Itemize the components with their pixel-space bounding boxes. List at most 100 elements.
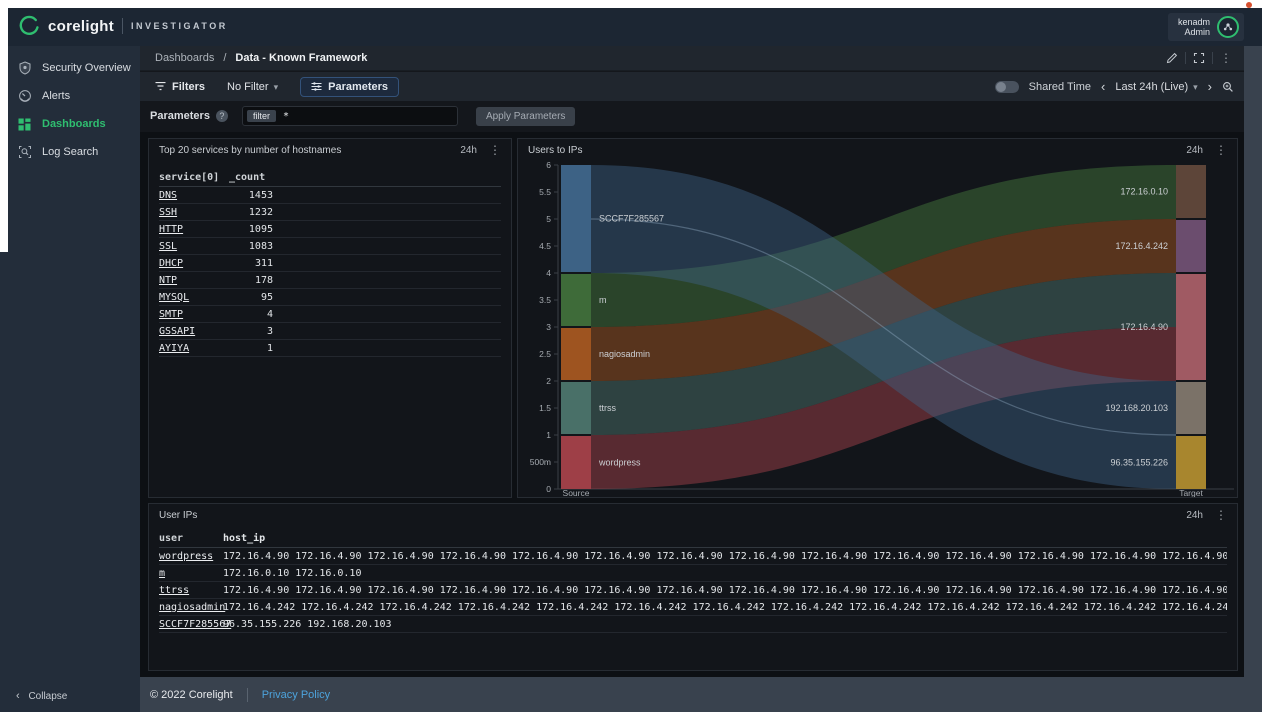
time-back-chevron[interactable]: ‹ bbox=[1101, 79, 1106, 94]
panel-title: Top 20 services by number of hostnames bbox=[159, 144, 342, 156]
user-link[interactable]: SCCF7F285567 bbox=[159, 618, 232, 630]
sidebar-item-security-overview[interactable]: Security Overview bbox=[0, 54, 140, 82]
sankey-link-SCCF7F285567-96.35.155.226[interactable] bbox=[591, 219, 1176, 489]
user-menu[interactable]: kenadm Admin bbox=[1167, 13, 1244, 41]
user-link[interactable]: ttrss bbox=[159, 584, 190, 596]
service-link[interactable]: SSH bbox=[159, 206, 178, 218]
panel-users-to-ips: Users to IPs 24h ⋮ 0 500m 1 1.5 2 2.5 3 3.5 4 4.5… bbox=[517, 138, 1238, 498]
host-ip-list: 172.16.4.242 172.16.4.242 172.16.4.242 1… bbox=[223, 601, 1227, 613]
help-icon[interactable]: ? bbox=[215, 110, 228, 122]
service-link[interactable]: MYSQL bbox=[159, 291, 190, 303]
y-tick-label: 6 bbox=[546, 160, 551, 170]
sidebar-item-dashboards[interactable]: Dashboards bbox=[0, 110, 140, 138]
parameter-input[interactable]: filter * bbox=[241, 106, 458, 126]
service-link[interactable]: HTTP bbox=[159, 223, 184, 235]
kebab-menu-icon[interactable]: ⋮ bbox=[1215, 143, 1227, 157]
top-bar: corelight INVESTIGATOR kenadm Admin bbox=[0, 8, 1262, 46]
shared-time-toggle[interactable] bbox=[994, 80, 1019, 93]
sankey-node-SCCF7F285567[interactable] bbox=[561, 165, 591, 272]
sankey-node-label: 172.16.4.242 bbox=[1115, 241, 1168, 251]
service-count: 95 bbox=[260, 291, 273, 303]
service-link[interactable]: DNS bbox=[159, 189, 178, 201]
corelight-logo[interactable]: corelight INVESTIGATOR bbox=[18, 15, 228, 37]
filter-select[interactable]: No Filter ▾ bbox=[227, 80, 279, 93]
user-link[interactable]: nagiosadmin bbox=[159, 601, 226, 613]
service-link[interactable]: DHCP bbox=[159, 257, 184, 269]
sankey-node-172.16.0.10[interactable] bbox=[1176, 165, 1206, 218]
breadcrumb-dashboards[interactable]: Dashboards bbox=[155, 52, 215, 64]
sankey-node-172.16.4.90[interactable] bbox=[1176, 274, 1206, 380]
service-link[interactable]: NTP bbox=[159, 274, 178, 286]
sidebar-item-label: Dashboards bbox=[42, 118, 106, 130]
table-row: ttrss 172.16.4.90 172.16.4.90 172.16.4.90… bbox=[159, 582, 1227, 599]
service-link[interactable]: SMTP bbox=[159, 308, 184, 320]
user-link[interactable]: m bbox=[159, 567, 166, 579]
sankey-node-m[interactable] bbox=[561, 274, 591, 326]
table-row: SMTP 4 bbox=[159, 306, 501, 323]
copyright: © 2022 Corelight bbox=[150, 688, 233, 701]
x-axis-source-label: Source bbox=[563, 488, 590, 497]
time-badge: 24h bbox=[1186, 144, 1203, 156]
sankey-node-label: 172.16.0.10 bbox=[1120, 187, 1168, 197]
sankey-chart[interactable]: 0 500m 1 1.5 2 2.5 3 3.5 4 4.5 5 5.5 6 SCCF7F285567 m n… bbox=[518, 139, 1237, 497]
host-ip-list: 96.35.155.226 192.168.20.103 bbox=[223, 618, 392, 630]
table-row: MYSQL 95 bbox=[159, 289, 501, 306]
shield-icon bbox=[17, 61, 32, 76]
user-ips-table: user host_ip wordpress 172.16.4.90 172.16.4… bbox=[159, 530, 1227, 633]
chevron-down-icon: ▾ bbox=[273, 81, 279, 92]
sankey-link-nagiosadmin-172.16.4.242[interactable] bbox=[591, 219, 1176, 381]
time-forward-chevron[interactable]: › bbox=[1207, 79, 1212, 94]
divider bbox=[1185, 52, 1186, 64]
table-row: NTP 178 bbox=[159, 272, 501, 289]
user-role: Admin bbox=[1184, 27, 1210, 37]
avatar[interactable] bbox=[1217, 16, 1239, 38]
chevron-left-icon: ‹ bbox=[16, 690, 20, 702]
page-title: Data - Known Framework bbox=[235, 52, 368, 64]
service-link[interactable]: GSSAPI bbox=[159, 325, 196, 337]
service-count: 1095 bbox=[248, 223, 273, 235]
filters-button[interactable]: Filters bbox=[155, 81, 205, 93]
sidebar-collapse-button[interactable]: ‹ Collapse bbox=[16, 690, 67, 702]
table-row: AYIYA 1 bbox=[159, 340, 501, 357]
parameter-value: * bbox=[282, 110, 289, 122]
sliders-icon bbox=[311, 82, 322, 91]
app-window: corelight INVESTIGATOR kenadm Admin bbox=[0, 8, 1262, 712]
sankey-node-192.168.20.103[interactable] bbox=[1176, 382, 1206, 434]
sankey-node-wordpress[interactable] bbox=[561, 436, 591, 489]
user-link[interactable]: wordpress bbox=[159, 550, 214, 562]
apply-parameters-button[interactable]: Apply Parameters bbox=[475, 106, 576, 126]
sidebar-item-alerts[interactable]: Alerts bbox=[0, 82, 140, 110]
sankey-link-SCCF7F285567-192.168.20.103[interactable] bbox=[591, 165, 1176, 435]
service-link[interactable]: SSL bbox=[159, 240, 178, 252]
sankey-node-nagiosadmin[interactable] bbox=[561, 328, 591, 380]
zoom-time-icon[interactable] bbox=[1222, 81, 1234, 93]
corelight-logo-icon bbox=[19, 15, 39, 35]
sankey-node-label: 96.35.155.226 bbox=[1110, 458, 1168, 468]
sankey-node-96.35.155.226[interactable] bbox=[1176, 436, 1206, 489]
table-row: wordpress 172.16.4.90 172.16.4.90 172.16.… bbox=[159, 548, 1227, 565]
kebab-menu-icon[interactable]: ⋮ bbox=[489, 143, 501, 157]
sankey-link-ttrss-172.16.4.90[interactable] bbox=[591, 273, 1176, 435]
right-edge-panel bbox=[1244, 46, 1262, 712]
sankey-node-172.16.4.242[interactable] bbox=[1176, 220, 1206, 272]
kebab-menu-icon[interactable]: ⋮ bbox=[1220, 51, 1232, 65]
privacy-policy-link[interactable]: Privacy Policy bbox=[261, 688, 331, 701]
service-count: 311 bbox=[254, 257, 273, 269]
sankey-link-m-172.16.0.10[interactable] bbox=[591, 165, 1176, 327]
sankey-node-label: 192.168.20.103 bbox=[1105, 403, 1168, 413]
sankey-node-ttrss[interactable] bbox=[561, 382, 591, 434]
sidebar-item-label: Security Overview bbox=[42, 62, 131, 74]
sankey-link-wordpress-172.16.4.90[interactable] bbox=[591, 327, 1176, 489]
time-range-select[interactable]: Last 24h (Live) ▾ bbox=[1115, 80, 1198, 93]
sidebar-item-log-search[interactable]: Log Search bbox=[0, 138, 140, 166]
y-tick-label: 3 bbox=[546, 322, 551, 332]
y-tick-label: 1 bbox=[546, 430, 551, 440]
parameters-toggle-button[interactable]: Parameters bbox=[300, 76, 400, 97]
kebab-menu-icon[interactable]: ⋮ bbox=[1215, 508, 1227, 522]
edit-pencil-icon[interactable] bbox=[1166, 52, 1178, 64]
panel-title: User IPs bbox=[159, 509, 198, 521]
table-row: DHCP 311 bbox=[159, 255, 501, 272]
expand-icon[interactable] bbox=[1193, 52, 1205, 64]
service-link[interactable]: AYIYA bbox=[159, 342, 190, 354]
footer: © 2022 Corelight Privacy Policy bbox=[140, 677, 1262, 712]
